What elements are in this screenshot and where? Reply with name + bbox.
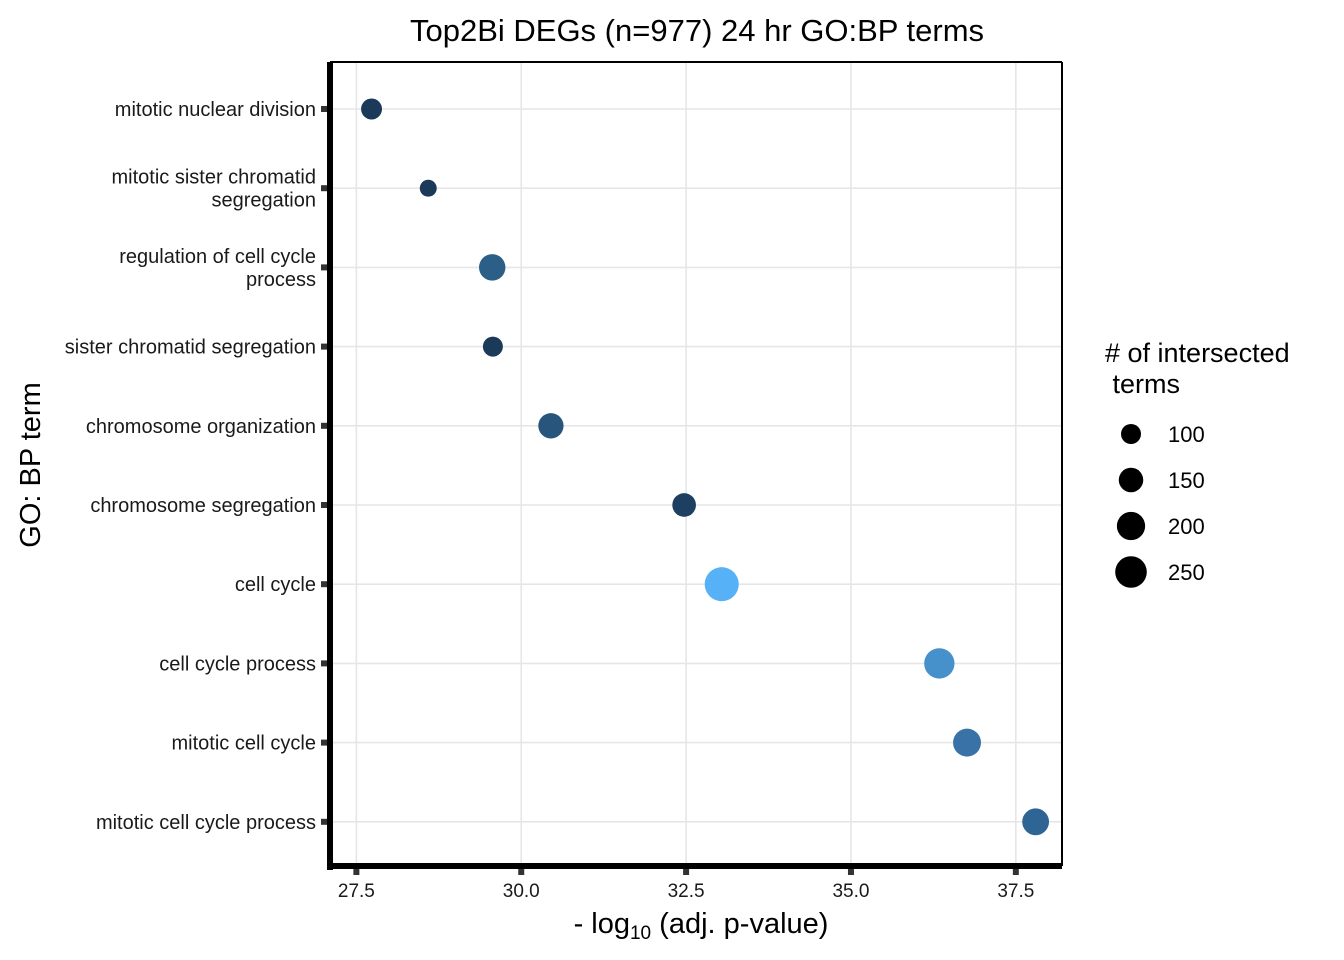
legend-key	[1116, 511, 1146, 541]
y-tick-label: chromosome organization	[86, 416, 316, 438]
data-point	[672, 493, 696, 517]
points-layer	[361, 98, 1050, 836]
x-tick	[353, 869, 360, 875]
y-tick-label-line: process	[246, 269, 316, 291]
y-tick-label-line: mitotic nuclear division	[115, 99, 316, 121]
legend-title-line: # of intersected	[1105, 338, 1290, 368]
x-axis-title-suffix: (adj. p-value)	[651, 908, 828, 940]
y-tick-label: chromosome segregation	[90, 495, 316, 517]
data-point	[924, 648, 955, 679]
data-point	[478, 254, 506, 281]
x-tick	[518, 869, 525, 875]
legend-key	[1115, 556, 1147, 588]
y-tick-label-line: regulation of cell cycle	[119, 246, 316, 268]
data-point	[361, 98, 383, 120]
y-tick-label-line: mitotic cell cycle	[172, 733, 316, 755]
y-axis: mitotic nuclear division mitotic sister c…	[65, 99, 327, 834]
x-tick	[1012, 869, 1019, 875]
y-tick-label: mitotic cell cycle	[172, 733, 316, 755]
data-point	[419, 179, 437, 197]
y-tick	[321, 343, 327, 350]
x-axis: 27.5 30.0 32.5 35.0 37.5	[338, 869, 1034, 902]
y-tick-label-line: mitotic cell cycle process	[96, 812, 316, 834]
x-tick	[683, 869, 690, 875]
x-tick-label: 32.5	[668, 881, 705, 902]
y-tick	[321, 106, 327, 112]
legend-key	[1118, 467, 1144, 493]
y-tick-label-line: cell cycle	[235, 574, 316, 596]
x-axis-title-subscript: 10	[630, 923, 651, 944]
y-tick	[321, 581, 327, 588]
y-tick-label: mitotic cell cycle process	[96, 812, 316, 834]
y-tick-label: mitotic nuclear division	[115, 99, 316, 121]
y-tick-label: cell cycle	[235, 574, 316, 596]
data-point	[704, 567, 739, 602]
y-tick-label: regulation of cell cycle process	[119, 246, 316, 291]
legend-label: 100	[1168, 422, 1205, 447]
x-tick-label: 35.0	[832, 881, 869, 902]
legend-label: 200	[1168, 514, 1205, 539]
legend-title: # of intersected terms	[1105, 338, 1290, 399]
legend-title-line: terms	[1105, 369, 1180, 399]
y-tick-label-line: sister chromatid segregation	[65, 337, 316, 359]
y-tick-label: mitotic sister chromatid segregation	[112, 167, 317, 212]
x-tick-label: 30.0	[503, 881, 540, 902]
y-tick-label-line: cell cycle process	[159, 653, 316, 675]
data-point	[538, 413, 564, 439]
y-tick	[321, 422, 327, 429]
legend-label: 150	[1168, 468, 1205, 493]
y-tick	[321, 660, 327, 667]
panel-border	[327, 61, 1063, 870]
y-tick	[321, 739, 327, 746]
y-tick-label-line: chromosome organization	[86, 416, 316, 438]
legend-label: 250	[1168, 560, 1205, 585]
y-tick-label: sister chromatid segregation	[65, 337, 316, 359]
x-tick	[847, 869, 854, 875]
grid-layer	[330, 62, 1062, 866]
data-point	[953, 728, 982, 757]
y-axis-title: GO: BP term	[15, 382, 47, 547]
y-tick	[321, 502, 327, 508]
size-legend: # of intersected terms 100 150 200 250	[1105, 338, 1290, 588]
x-axis-title-prefix: - log	[574, 908, 630, 940]
y-tick	[321, 264, 327, 271]
y-tick-label: cell cycle process	[159, 653, 316, 675]
chart-title: Top2Bi DEGs (n=977) 24 hr GO:BP terms	[410, 13, 984, 48]
y-tick-label-line: segregation	[211, 190, 316, 212]
y-tick	[321, 818, 327, 825]
x-axis-title: - log10 (adj. p-value)	[574, 908, 829, 944]
x-tick-label: 37.5	[997, 881, 1034, 902]
x-tick-label: 27.5	[338, 881, 375, 902]
y-tick-label-line: mitotic sister chromatid	[112, 167, 317, 189]
y-tick	[321, 185, 327, 192]
y-tick-label-line: chromosome segregation	[90, 495, 316, 517]
legend-key	[1121, 424, 1141, 444]
data-point	[482, 336, 503, 357]
data-point	[1022, 808, 1050, 836]
